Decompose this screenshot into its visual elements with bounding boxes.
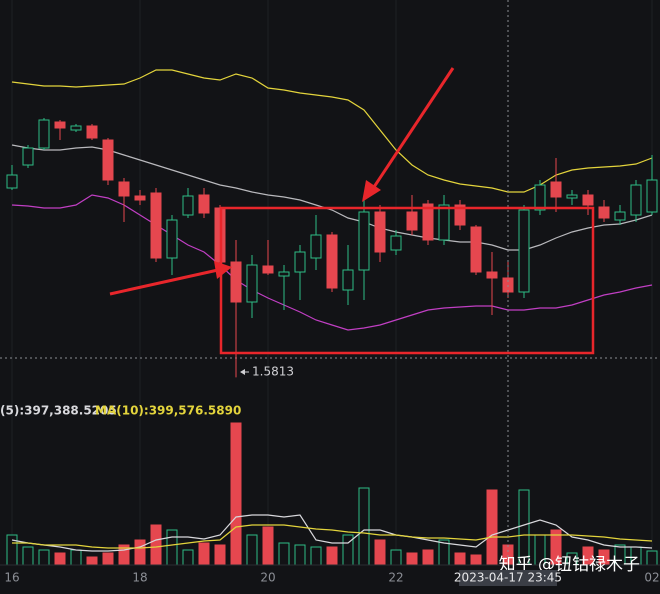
candle-body — [470, 226, 482, 273]
volume-ma-line — [12, 524, 653, 549]
candle-body — [294, 251, 306, 273]
candle-body — [438, 204, 450, 241]
candle-body — [278, 271, 290, 277]
volume-bar — [38, 549, 50, 566]
volume-bar — [54, 552, 66, 566]
candle-body — [342, 269, 354, 291]
arrow-head — [362, 180, 381, 202]
candle-body — [134, 195, 146, 201]
candle-body — [630, 184, 642, 216]
volume-bar — [150, 524, 162, 566]
volume-bar — [134, 539, 146, 566]
volume-ma-label: (5):397,388.5205 — [0, 404, 117, 418]
volume-bar — [294, 544, 306, 566]
volume-bar — [262, 526, 274, 566]
candle-body — [534, 184, 546, 211]
volume-bar — [406, 552, 418, 566]
x-tick-label: 20 — [260, 571, 275, 585]
volume-bar — [326, 546, 338, 566]
volume-bar — [358, 487, 370, 566]
volume-bar — [214, 544, 226, 566]
candle-body — [646, 179, 658, 213]
crosshair-label: 2023-04-17 23:45 — [454, 571, 562, 585]
candle-body — [86, 125, 98, 139]
arrow-head — [214, 261, 232, 279]
volume-bar — [198, 542, 210, 566]
volume-bar — [246, 534, 258, 566]
candle-body — [422, 203, 434, 241]
x-tick-label: 22 — [388, 571, 403, 585]
band-line — [11, 69, 653, 193]
volume-bar — [470, 554, 482, 566]
x-tick-label: 18 — [132, 571, 147, 585]
candle-body — [614, 211, 626, 221]
candle-body — [182, 195, 194, 216]
min-price-label: 1.5813 — [252, 365, 294, 379]
volume-bar — [70, 549, 82, 566]
candle-body — [518, 209, 530, 293]
candle-body — [486, 271, 498, 279]
volume-bar — [310, 546, 322, 566]
arrow-shaft — [370, 67, 455, 191]
min-arrow-head — [240, 369, 245, 375]
candle-body — [262, 265, 274, 274]
candle-body — [230, 261, 242, 303]
crosshair-label-bg — [459, 570, 557, 586]
volume-bar — [422, 549, 434, 566]
volume-bar — [278, 542, 290, 566]
candle-body — [70, 125, 82, 131]
volume-bar — [646, 550, 658, 566]
candle-body — [310, 234, 322, 259]
volume-bar — [454, 552, 466, 566]
candle-body — [566, 194, 578, 199]
candle-body — [598, 206, 610, 219]
grid — [11, 0, 653, 565]
volume-ma-line — [11, 514, 653, 552]
candle-body — [390, 235, 402, 251]
band-line — [11, 144, 653, 251]
volume-bar — [102, 552, 114, 566]
candle-body — [166, 219, 178, 259]
volume-bar — [486, 489, 498, 566]
candle-body — [406, 211, 418, 231]
volume-bar — [518, 489, 530, 566]
x-tick-label: 16 — [4, 571, 19, 585]
candle-body — [150, 192, 162, 259]
arrow-shaft — [109, 268, 219, 296]
candle-body — [54, 121, 66, 129]
candle-body — [246, 264, 258, 303]
band-line — [11, 194, 653, 331]
candle-body — [38, 119, 50, 149]
candle-body — [22, 147, 34, 166]
candle-body — [358, 211, 370, 271]
candle-body — [374, 211, 386, 253]
x-tick-label: 02 — [644, 571, 659, 585]
candle-body — [198, 194, 210, 214]
candle-body — [6, 174, 18, 189]
candle-body — [326, 234, 338, 289]
volume-bar — [182, 549, 194, 566]
candle-body — [118, 181, 130, 197]
volume-bar — [374, 539, 386, 566]
volume-bar — [86, 556, 98, 566]
volume-bar — [166, 529, 178, 566]
volume-bar — [22, 546, 34, 566]
volume-bar — [230, 422, 242, 566]
highlight-box — [219, 206, 595, 355]
candle-body — [582, 194, 594, 206]
volume-bar — [390, 549, 402, 566]
candle-body — [102, 139, 114, 181]
volume-ma-label: MA(10):399,576.5890 — [95, 404, 241, 418]
candle-body — [550, 181, 562, 198]
volume-bar — [6, 534, 18, 566]
candle-body — [454, 204, 466, 226]
